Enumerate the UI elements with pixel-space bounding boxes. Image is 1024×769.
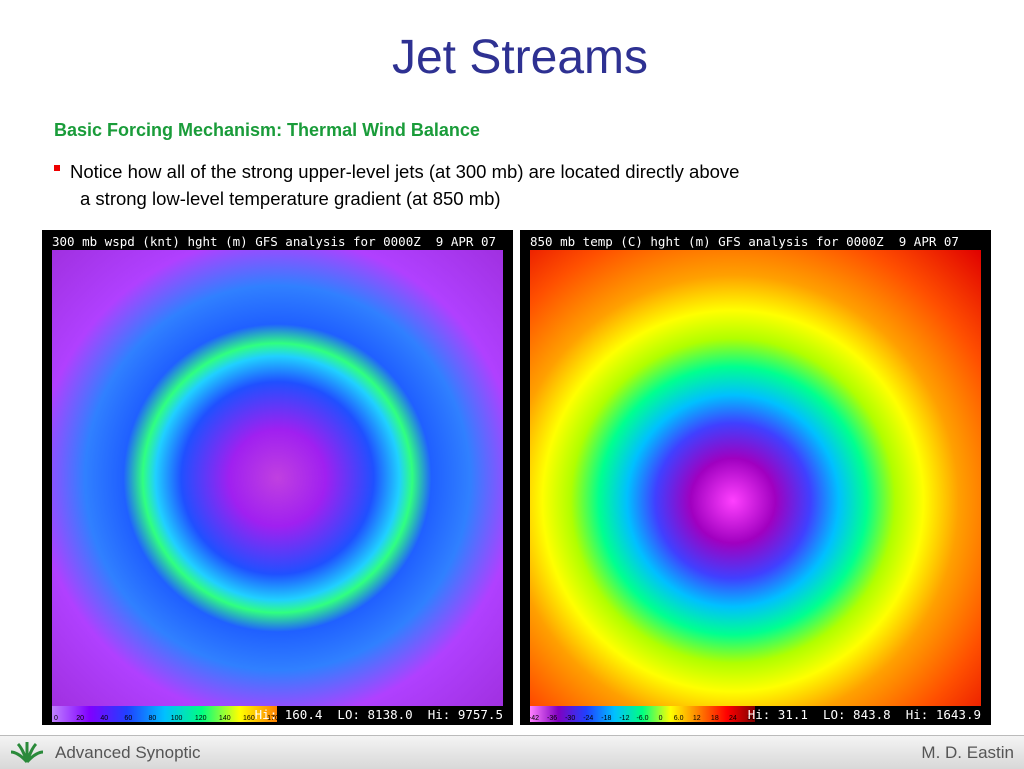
subtitle: Basic Forcing Mechanism: Thermal Wind Ba… [54,120,480,140]
colorbar-label: 0 [658,715,663,722]
map-stats: Hi: 31.1 LO: 843.8 Hi: 1643.9 [747,707,981,722]
colorbar-label: 20 [76,715,85,722]
bullet-marker [54,160,64,171]
map-panel: 850 mb temp (C) hght (m) GFS analysis fo… [520,230,991,725]
colorbar-label: -6.0 [636,715,649,722]
colorbar-label: -30 [565,715,576,722]
colorbar-label: 120 [194,715,207,722]
bullet-text: a strong low-level temperature gradient … [80,188,501,209]
colorbar: 0 20 40 60 80 100 120 140 160 170 [52,706,279,722]
footer-right: M. D. Eastin [921,743,1014,762]
colorbar: -42 -36 -30 -24 -18 -12 -6.0 0 6.0 12 18 24 30 [528,706,755,722]
colorbar-label: 170 [267,715,279,722]
map-header: 300 mb wspd (knt) hght (m) GFS analysis … [52,234,497,249]
colorbar-label: 0 [54,715,58,722]
colorbar-label: 80 [148,715,157,722]
colorbar-label: 6.0 [673,715,684,722]
map-image [530,250,981,706]
colorbar-label: -36 [547,715,558,722]
colorbar-label: 30 [747,715,755,722]
colorbar-label: 100 [170,715,183,722]
footer: Advanced Synoptic M. D. Eastin [0,735,1024,769]
footer-left: Advanced Synoptic [55,743,201,762]
logo-shape [10,742,44,764]
colorbar-label: 140 [218,715,231,722]
title: Jet Streams [391,31,649,84]
colorbar-label: -18 [601,715,612,722]
colorbar-label: 40 [100,715,109,722]
map-stats: Hi: 160.4 LO: 8138.0 Hi: 9757.5 [254,707,503,722]
colorbar-label: 24 [729,715,737,722]
colorbar-label: 160 [243,715,255,722]
logo [10,742,44,764]
colorbar-label: -12 [619,715,630,722]
map-header: 850 mb temp (C) hght (m) GFS analysis fo… [530,234,959,249]
map-image [52,250,503,706]
colorbar-label: 60 [124,715,133,722]
colorbar-label: -24 [583,715,594,722]
colorbar-label: 12 [692,715,701,722]
colorbar-label: 18 [710,715,719,722]
bullet-text: Notice how all of the strong upper-level… [70,161,740,182]
bullet-square [54,165,60,171]
colorbar-label: -42 [528,715,540,722]
map-panel: 300 mb wspd (knt) hght (m) GFS analysis … [42,230,513,725]
